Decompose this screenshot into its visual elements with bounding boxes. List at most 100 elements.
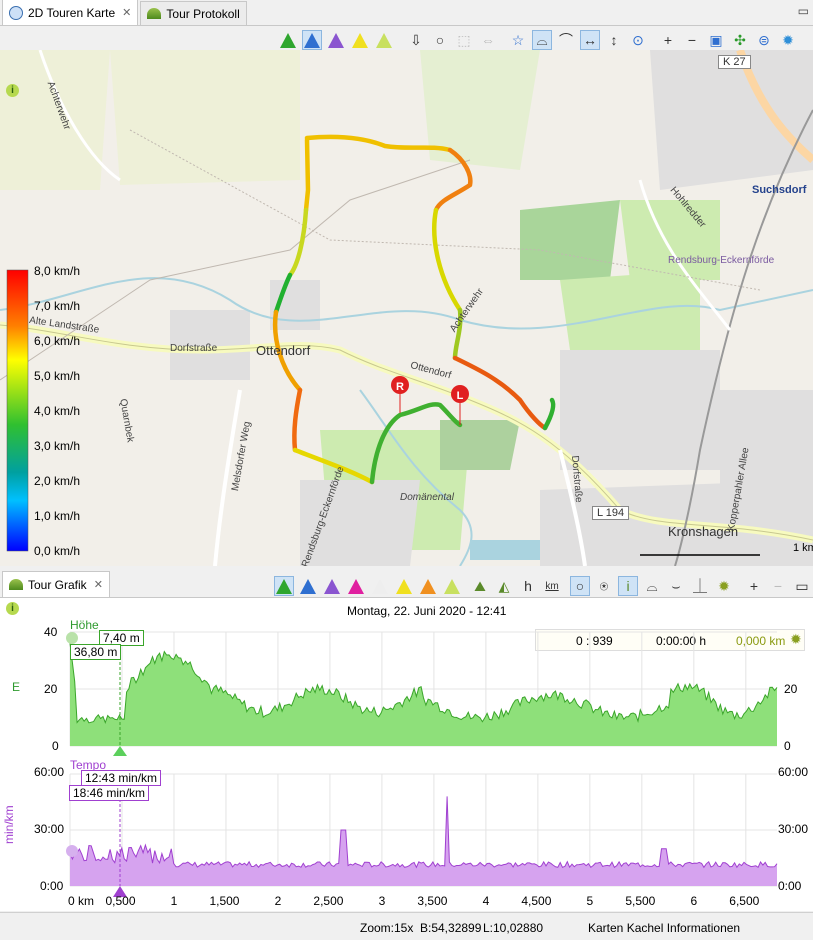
graph-toolbar: ⛰ ◭ h km ○ ⍟ i ⌓ ⌣ ⏊ ✹ + − ▭ — [274, 573, 812, 599]
info-icon[interactable]: i — [6, 84, 19, 97]
tab-label: Tour Protokoll — [166, 6, 240, 21]
info-count: 0 : 939 — [576, 634, 613, 648]
arrow-down-icon[interactable]: ⇩ — [410, 31, 422, 48]
zoom-out-icon[interactable]: − — [773, 578, 783, 594]
axis-tick: 0:00 — [40, 879, 64, 893]
info-icon[interactable]: i — [6, 602, 19, 615]
zoom-in-icon[interactable]: + — [663, 32, 673, 48]
person-icon[interactable]: ⍟ — [599, 577, 609, 594]
axis-tick: 60:00 — [778, 765, 809, 779]
fit-icon[interactable]: ▣ — [709, 31, 723, 48]
legend-label: 7,0 km/h — [34, 299, 81, 313]
map-tab-icon — [9, 5, 23, 20]
axis-tick: 30:00 — [34, 822, 65, 836]
axis-tick: 0 — [784, 739, 791, 753]
axis-tick: 60:00 — [34, 765, 65, 779]
triangle-yellow-icon[interactable] — [350, 30, 370, 50]
x-tick-label: 6 — [690, 894, 698, 908]
triangle-blue-icon[interactable] — [298, 576, 318, 596]
triangle-purple-icon[interactable] — [322, 576, 342, 596]
level-icon[interactable]: ⏊ — [693, 578, 707, 594]
tab-label: Tour Grafik — [28, 577, 87, 592]
axis-tick: 30:00 — [778, 822, 809, 836]
valley-icon[interactable]: ⌒ — [559, 32, 573, 48]
triangle-green-icon[interactable] — [274, 576, 294, 596]
bottom-tab-bar: Tour Grafik ✕ — [0, 571, 813, 598]
sun-icon[interactable]: ✹ — [782, 31, 794, 48]
minimize-icon[interactable]: ▭ — [797, 4, 809, 18]
x-tick-label: 4,500 — [521, 894, 552, 908]
x-tick-label: 2 — [274, 894, 282, 908]
valley-icon[interactable]: ⌣ — [671, 577, 681, 594]
hoehe-unit: E — [12, 680, 21, 694]
triangle-purple-icon[interactable] — [326, 30, 346, 50]
tab-2d-touren-karte[interactable]: 2D Touren Karte ✕ — [2, 0, 139, 25]
marker-r-text: R — [396, 381, 404, 393]
zoom-status: Zoom:15x — [360, 921, 414, 935]
zoom-in-icon[interactable]: + — [749, 578, 759, 594]
tab-tour-grafik[interactable]: Tour Grafik ✕ — [2, 571, 110, 597]
graph-svg — [66, 631, 778, 897]
legend-label: 8,0 km/h — [34, 264, 81, 278]
info-toggle-icon[interactable]: i — [618, 576, 638, 596]
sync-icon[interactable]: ⊙ — [632, 31, 644, 48]
close-icon[interactable]: ✕ — [122, 7, 132, 19]
expand-icon[interactable]: ⇔ — [481, 32, 495, 48]
x-tick-label: 5,500 — [625, 894, 656, 908]
x-tick-label: 0 km — [68, 894, 95, 908]
circle-icon[interactable]: ○ — [435, 32, 445, 48]
tab-label: 2D Touren Karte — [28, 5, 116, 20]
info-dist: 0,000 km — [736, 634, 786, 648]
tempo-value: 12:43 min/km — [81, 770, 162, 786]
circle-icon[interactable]: ○ — [570, 576, 590, 596]
legend-label: 3,0 km/h — [34, 439, 81, 453]
hoehe-line — [69, 643, 778, 724]
triangle-orange-icon[interactable] — [418, 576, 438, 596]
minimize-icon[interactable]: ▭ — [795, 577, 809, 594]
mountains-icon[interactable]: ⛰ — [474, 577, 486, 594]
settings-icon[interactable]: ✹ — [790, 631, 802, 647]
legend-label: 0,0 km/h — [34, 544, 81, 558]
axis-tick: 0 — [52, 739, 59, 753]
options-icon[interactable]: ⊜ — [758, 31, 770, 48]
road-shield: L 194 — [592, 506, 630, 520]
close-icon[interactable]: ✕ — [93, 579, 103, 591]
km-icon[interactable]: km — [545, 580, 559, 592]
place-label: Kronshagen — [668, 524, 739, 539]
axis-tick: 0:00 — [778, 879, 802, 893]
h-icon[interactable]: h — [524, 578, 532, 594]
legend-label: 4,0 km/h — [34, 404, 81, 418]
graph-panel: i Montag, 22. Juni 2020 - 12:41 Höhe E T… — [0, 598, 813, 911]
tile-info-status[interactable]: Karten Kachel Informationen — [588, 921, 741, 935]
hill-icon[interactable]: ⌓ — [646, 577, 658, 594]
triangle-blue-icon[interactable] — [302, 30, 322, 50]
settings-icon[interactable]: ✹ — [718, 577, 730, 594]
map-view[interactable]: R L i 8,0 km/h 7,0 km/h 6,0 km/h 5,0 km/… — [0, 50, 813, 566]
x-tick-label: 2,500 — [313, 894, 344, 908]
width-icon[interactable]: ↔ — [580, 30, 600, 50]
center-icon[interactable]: ✣ — [734, 31, 746, 48]
triangle-yellow-icon[interactable] — [394, 576, 414, 596]
zoom-out-icon[interactable]: − — [687, 32, 697, 48]
map-toolbar: ⇩ ○ ⬚ ⇔ ☆ ⌓ ⌒ ↔ ↕ ⊙ + − ▣ ✣ ⊜ ✹ — [278, 27, 798, 53]
place-label: Ottendorf — [256, 343, 311, 358]
height-icon[interactable]: ↕ — [610, 32, 618, 48]
place-label: Rendsburg-Eckernförde — [668, 255, 775, 266]
hoehe-value: 36,80 m — [70, 644, 122, 660]
star-icon[interactable]: ☆ — [511, 31, 525, 48]
hoehe-label: Höhe — [70, 618, 99, 632]
triangle-magenta-icon[interactable] — [346, 576, 366, 596]
axis-tick: 40 — [44, 625, 58, 639]
x-tick-label: 3 — [378, 894, 386, 908]
frame-icon[interactable]: ⬚ — [457, 31, 471, 48]
tempo-value: 18:46 min/km — [69, 785, 150, 801]
tab-tour-protokoll[interactable]: Tour Protokoll — [140, 1, 247, 25]
triangle-green-icon[interactable] — [278, 30, 298, 50]
triangle-lime-icon[interactable] — [442, 576, 462, 596]
triangle-empty-icon[interactable] — [370, 576, 390, 596]
slope-icon[interactable]: ◭ — [498, 577, 510, 594]
triangle-lime-icon[interactable] — [374, 30, 394, 50]
hill-icon[interactable]: ⌓ — [532, 30, 552, 50]
x-tick-label: 5 — [586, 894, 594, 908]
graph-tab-icon — [9, 579, 23, 590]
